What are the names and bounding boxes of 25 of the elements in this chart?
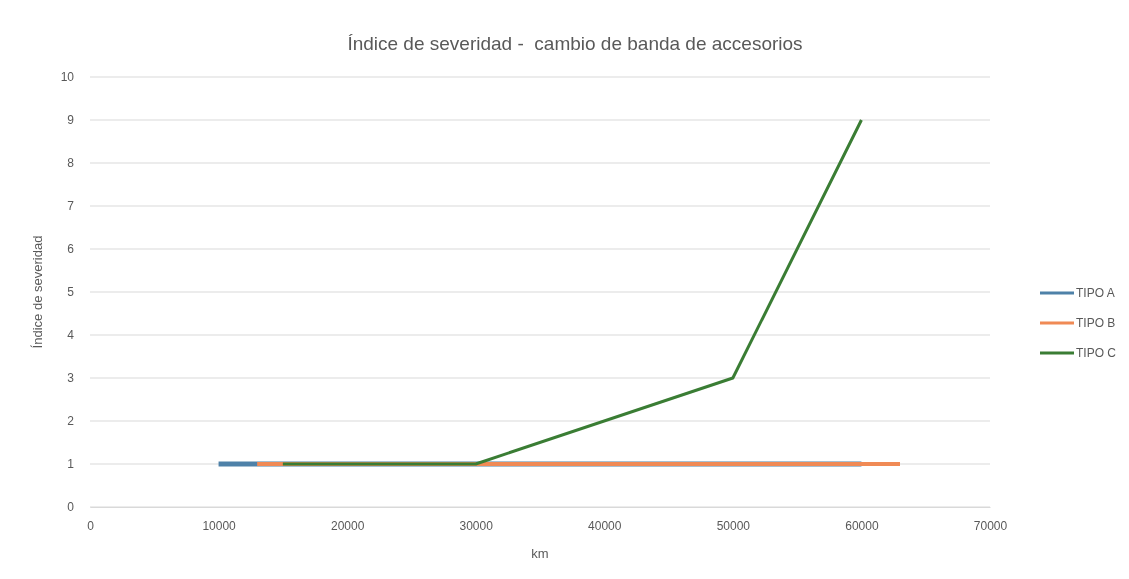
y-tick-label: 3 <box>67 371 75 386</box>
legend-label: TIPO A <box>1076 286 1115 300</box>
legend-label: TIPO B <box>1076 316 1116 330</box>
x-tick-label: 20000 <box>330 518 365 533</box>
x-tick-label: 40000 <box>588 518 622 533</box>
y-tick-label: 4 <box>67 328 75 343</box>
y-tick-label: 9 <box>67 113 75 128</box>
x-tick-label: 0 <box>87 518 95 533</box>
x-axis-title: km <box>531 546 549 561</box>
y-tick-label: 0 <box>67 500 75 515</box>
y-tick-label: 7 <box>67 199 75 214</box>
y-tick-label: 1 <box>67 457 75 472</box>
x-tick-label: 50000 <box>716 518 751 533</box>
y-tick-label: 10 <box>60 70 75 85</box>
y-tick-label: 5 <box>67 285 75 300</box>
y-axis-title: Índice de severidad <box>30 235 45 349</box>
x-tick-label: 30000 <box>459 518 494 533</box>
y-tick-label: 2 <box>67 414 75 429</box>
legend-label: TIPO C <box>1076 346 1117 360</box>
y-tick-label: 6 <box>67 242 75 257</box>
x-tick-label: 60000 <box>845 518 879 533</box>
x-tick-label: 70000 <box>973 518 1008 533</box>
y-tick-label: 8 <box>67 156 75 171</box>
chart-title: Índice de severidad - cambio de banda de accesorios <box>347 33 803 54</box>
x-tick-label: 10000 <box>202 518 237 533</box>
